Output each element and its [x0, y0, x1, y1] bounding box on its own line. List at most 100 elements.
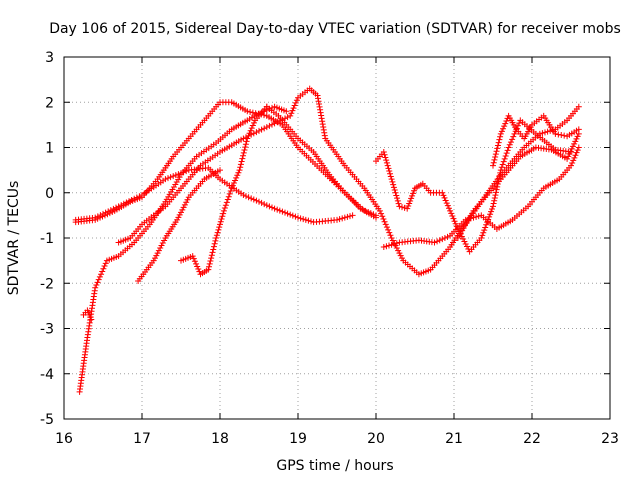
data-point — [460, 236, 467, 243]
data-point — [96, 273, 103, 280]
data-point — [494, 145, 501, 152]
data-point — [183, 168, 190, 175]
data-point — [315, 98, 322, 105]
data-point — [448, 210, 455, 217]
data-point — [558, 132, 565, 139]
data-point — [390, 184, 397, 191]
data-point — [383, 159, 390, 166]
data-point — [271, 120, 278, 127]
data-point — [493, 189, 499, 196]
data-point — [436, 237, 443, 244]
data-point — [181, 201, 188, 208]
data-point — [92, 284, 99, 291]
data-point — [101, 263, 108, 270]
data-point — [450, 215, 457, 222]
data-point — [347, 213, 353, 220]
data-point — [487, 211, 494, 218]
data-point — [489, 205, 496, 212]
data-point — [218, 215, 225, 222]
data-point — [320, 126, 327, 133]
data-point — [178, 209, 184, 216]
data-point — [194, 263, 201, 270]
data-point — [206, 260, 213, 267]
data-point — [575, 103, 582, 110]
data-point — [434, 238, 441, 245]
data-point — [217, 218, 224, 225]
y-tick-label: 1 — [45, 141, 54, 157]
data-point — [365, 208, 372, 215]
data-point — [344, 213, 351, 220]
data-point — [492, 192, 499, 199]
data-point — [391, 241, 398, 248]
data-point — [150, 257, 157, 264]
data-point — [480, 229, 487, 236]
data-point — [441, 194, 448, 201]
data-point — [490, 200, 497, 207]
data-point — [503, 117, 510, 124]
data-point — [276, 117, 283, 124]
data-point — [484, 219, 491, 226]
data-point — [221, 205, 228, 212]
data-point — [388, 176, 395, 183]
data-point — [290, 105, 297, 112]
data-point — [382, 221, 389, 228]
x-tick-label: 21 — [445, 431, 463, 447]
data-point — [206, 263, 213, 270]
data-point — [223, 199, 230, 206]
data-point — [176, 211, 183, 218]
data-point — [226, 190, 233, 197]
data-point — [464, 243, 470, 250]
data-point — [502, 152, 509, 159]
data-point — [220, 210, 227, 217]
data-point — [394, 197, 401, 204]
data-point — [167, 174, 174, 181]
data-point — [539, 130, 546, 137]
y-tick-label: -3 — [40, 322, 54, 338]
data-point — [481, 227, 488, 234]
data-point — [387, 173, 394, 180]
data-point — [509, 136, 516, 143]
data-point — [439, 236, 446, 243]
data-point — [172, 172, 179, 179]
data-point — [237, 164, 244, 171]
data-point — [444, 202, 451, 209]
data-point — [239, 155, 246, 162]
chart-title: Day 106 of 2015, Sidereal Day-to-day VTE… — [49, 21, 621, 37]
x-tick-label: 19 — [289, 431, 307, 447]
data-point — [213, 232, 220, 239]
data-point — [498, 128, 505, 135]
data-point — [320, 123, 327, 130]
data-point — [274, 206, 281, 213]
series-track-i — [373, 117, 574, 255]
data-point — [497, 130, 504, 137]
data-point — [381, 218, 388, 225]
data-point — [297, 215, 304, 222]
data-point — [288, 110, 295, 117]
data-point — [191, 258, 198, 265]
data-point — [98, 271, 105, 278]
data-point — [444, 233, 451, 240]
data-point — [269, 121, 275, 128]
data-point — [336, 216, 343, 223]
data-point — [510, 133, 517, 140]
data-point — [439, 189, 446, 196]
data-point — [388, 235, 395, 241]
data-point — [409, 192, 416, 199]
data-point — [501, 123, 508, 130]
data-point — [385, 226, 392, 233]
y-tick-label: 0 — [45, 186, 54, 202]
data-point — [378, 210, 385, 217]
data-point — [314, 92, 321, 99]
data-point — [431, 239, 438, 246]
x-tick-label: 23 — [601, 431, 619, 447]
data-point — [397, 252, 404, 259]
data-point — [319, 118, 326, 125]
data-point — [155, 247, 162, 254]
data-point — [99, 268, 106, 275]
data-point — [243, 193, 249, 200]
data-point — [159, 240, 166, 247]
data-point — [495, 139, 502, 146]
data-point — [308, 218, 314, 225]
data-point — [568, 162, 574, 169]
data-point — [249, 109, 256, 116]
